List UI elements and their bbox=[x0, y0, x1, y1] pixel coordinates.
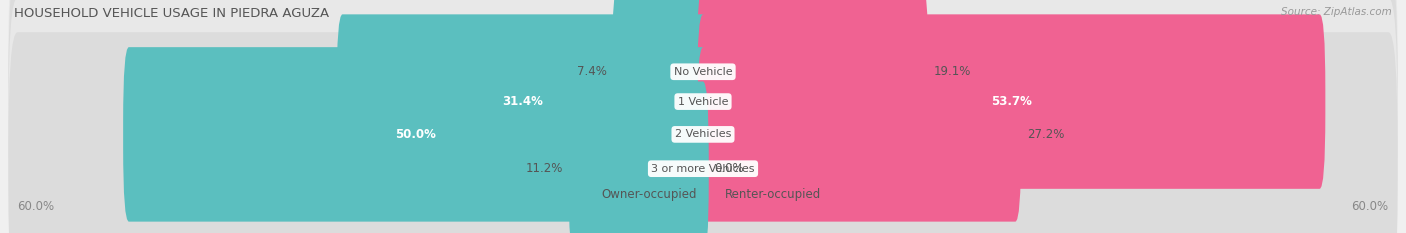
FancyBboxPatch shape bbox=[8, 0, 1398, 233]
Text: 0.0%: 0.0% bbox=[714, 162, 744, 175]
Text: 31.4%: 31.4% bbox=[502, 95, 543, 108]
Text: HOUSEHOLD VEHICLE USAGE IN PIEDRA AGUZA: HOUSEHOLD VEHICLE USAGE IN PIEDRA AGUZA bbox=[14, 7, 329, 20]
FancyBboxPatch shape bbox=[697, 0, 928, 159]
Text: Source: ZipAtlas.com: Source: ZipAtlas.com bbox=[1281, 7, 1392, 17]
Text: 2 Vehicles: 2 Vehicles bbox=[675, 129, 731, 139]
Text: 3 or more Vehicles: 3 or more Vehicles bbox=[651, 164, 755, 174]
FancyBboxPatch shape bbox=[8, 0, 1398, 233]
FancyBboxPatch shape bbox=[8, 32, 1398, 233]
Text: 19.1%: 19.1% bbox=[934, 65, 972, 78]
Text: 50.0%: 50.0% bbox=[395, 128, 436, 141]
Legend: Owner-occupied, Renter-occupied: Owner-occupied, Renter-occupied bbox=[579, 184, 827, 206]
Text: 53.7%: 53.7% bbox=[991, 95, 1032, 108]
Text: 60.0%: 60.0% bbox=[1351, 200, 1389, 213]
Text: 11.2%: 11.2% bbox=[526, 162, 562, 175]
FancyBboxPatch shape bbox=[568, 82, 709, 233]
Text: 7.4%: 7.4% bbox=[576, 65, 606, 78]
Text: 60.0%: 60.0% bbox=[17, 200, 55, 213]
Text: 27.2%: 27.2% bbox=[1026, 128, 1064, 141]
Text: No Vehicle: No Vehicle bbox=[673, 67, 733, 77]
FancyBboxPatch shape bbox=[612, 0, 709, 159]
FancyBboxPatch shape bbox=[124, 47, 709, 222]
Text: 1 Vehicle: 1 Vehicle bbox=[678, 97, 728, 106]
FancyBboxPatch shape bbox=[336, 14, 709, 189]
FancyBboxPatch shape bbox=[8, 0, 1398, 208]
FancyBboxPatch shape bbox=[697, 14, 1326, 189]
FancyBboxPatch shape bbox=[697, 47, 1021, 222]
